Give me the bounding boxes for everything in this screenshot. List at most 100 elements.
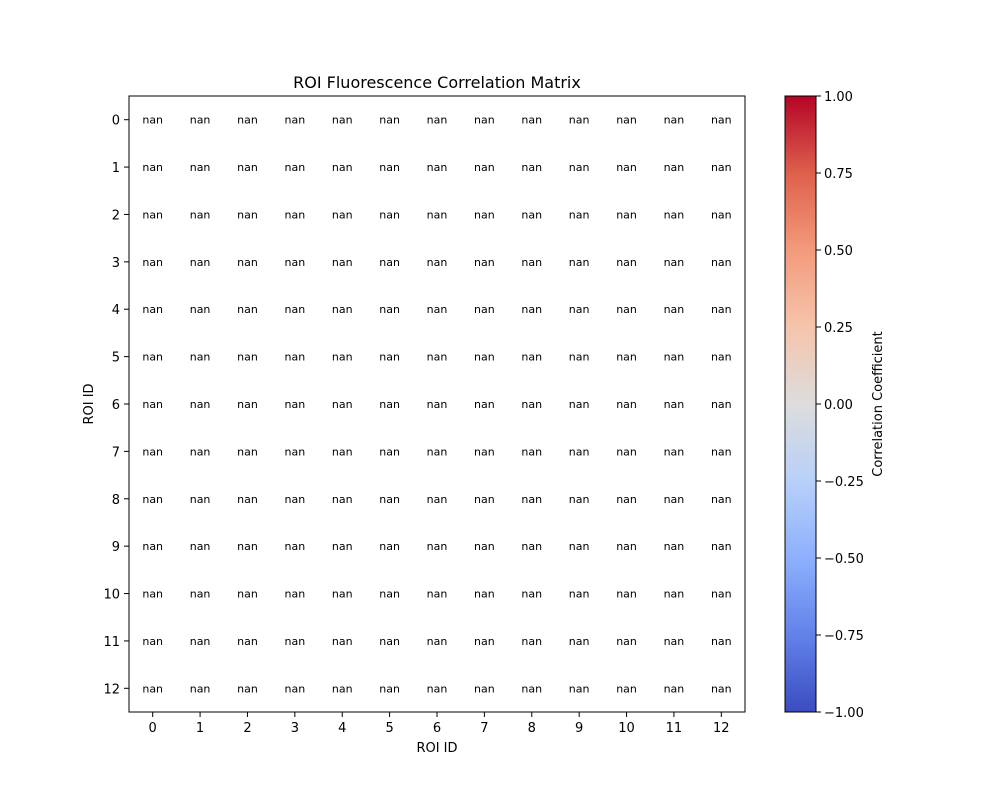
cell-value-label: nan bbox=[616, 208, 637, 221]
cell-value-label: nan bbox=[711, 540, 732, 553]
cell-value-label: nan bbox=[332, 398, 353, 411]
cell-value-label: nan bbox=[521, 256, 542, 269]
cell-value-label: nan bbox=[332, 256, 353, 269]
cell-value-label: nan bbox=[664, 351, 685, 364]
x-tick-label: 4 bbox=[338, 721, 346, 736]
cell-value-label: nan bbox=[711, 208, 732, 221]
x-tick-label: 10 bbox=[618, 721, 635, 736]
cell-value-label: nan bbox=[190, 540, 211, 553]
plot-area: nan nan nan nan nan nan nan nan nan nan nan nan nan n… bbox=[103, 95, 746, 736]
cell-value-label: nan bbox=[237, 114, 258, 127]
y-tick-label: 6 bbox=[112, 398, 120, 413]
y-tick-label: 2 bbox=[112, 208, 120, 223]
cell-value-label: nan bbox=[190, 303, 211, 316]
cell-value-label: nan bbox=[142, 588, 163, 601]
cell-value-label: nan bbox=[616, 161, 637, 174]
cell-value-label: nan bbox=[190, 256, 211, 269]
cell-value-label: nan bbox=[332, 493, 353, 506]
y-tick-label: 0 bbox=[112, 114, 120, 129]
cell-value-label: nan bbox=[569, 303, 590, 316]
cell-value-label: nan bbox=[190, 445, 211, 458]
x-tick-label: 7 bbox=[480, 721, 488, 736]
cell-value-label: nan bbox=[190, 493, 211, 506]
cell-value-label: nan bbox=[664, 161, 685, 174]
cell-value-label: nan bbox=[569, 256, 590, 269]
y-tick-label: 1 bbox=[112, 161, 120, 176]
cell-value-label: nan bbox=[427, 540, 448, 553]
y-tick-label: 10 bbox=[103, 588, 120, 603]
cell-value-label: nan bbox=[379, 540, 400, 553]
colorbar-gradient bbox=[784, 95, 817, 713]
cell-value-label: nan bbox=[285, 114, 306, 127]
cell-value-label: nan bbox=[142, 445, 163, 458]
cell-value-label: nan bbox=[474, 303, 495, 316]
cell-value-label: nan bbox=[142, 540, 163, 553]
cell-value-label: nan bbox=[521, 161, 542, 174]
cell-value-label: nan bbox=[616, 398, 637, 411]
cell-value-label: nan bbox=[237, 256, 258, 269]
y-tick-label: 5 bbox=[112, 351, 120, 366]
colorbar-tick-label: −0.75 bbox=[824, 629, 864, 644]
cell-value-label: nan bbox=[474, 208, 495, 221]
cell-value-label: nan bbox=[379, 445, 400, 458]
cell-value-label: nan bbox=[711, 161, 732, 174]
cell-value-label: nan bbox=[569, 682, 590, 695]
cell-value-label: nan bbox=[379, 256, 400, 269]
colorbar-tick-label: 1.00 bbox=[824, 90, 853, 105]
cell-value-label: nan bbox=[142, 114, 163, 127]
cell-value-label: nan bbox=[190, 588, 211, 601]
cell-value-label: nan bbox=[379, 303, 400, 316]
cell-value-label: nan bbox=[427, 635, 448, 648]
y-axis-label: ROI ID bbox=[82, 383, 97, 424]
cell-value-label: nan bbox=[474, 398, 495, 411]
cell-value-label: nan bbox=[664, 303, 685, 316]
cell-value-label: nan bbox=[332, 351, 353, 364]
cell-value-label: nan bbox=[427, 682, 448, 695]
cell-value-label: nan bbox=[190, 682, 211, 695]
cell-value-label: nan bbox=[190, 351, 211, 364]
cell-value-label: nan bbox=[521, 398, 542, 411]
cell-value-label: nan bbox=[521, 351, 542, 364]
chart-title: ROI Fluorescence Correlation Matrix bbox=[293, 73, 581, 92]
cell-value-label: nan bbox=[237, 398, 258, 411]
cell-value-label: nan bbox=[285, 208, 306, 221]
cell-value-label: nan bbox=[285, 256, 306, 269]
y-tick-label: 11 bbox=[103, 635, 120, 650]
cell-value-label: nan bbox=[379, 588, 400, 601]
cell-value-label: nan bbox=[474, 114, 495, 127]
x-tick-label: 9 bbox=[575, 721, 583, 736]
cell-value-label: nan bbox=[569, 208, 590, 221]
cell-value-label: nan bbox=[616, 256, 637, 269]
cell-value-label: nan bbox=[285, 635, 306, 648]
y-tick-label: 8 bbox=[112, 493, 120, 508]
cell-value-label: nan bbox=[711, 398, 732, 411]
cell-value-label: nan bbox=[379, 351, 400, 364]
cell-value-label: nan bbox=[664, 588, 685, 601]
x-tick-label: 2 bbox=[243, 721, 251, 736]
cell-value-label: nan bbox=[427, 445, 448, 458]
cell-value-label: nan bbox=[332, 588, 353, 601]
cell-value-label: nan bbox=[569, 398, 590, 411]
x-tick-label: 12 bbox=[713, 721, 730, 736]
cell-value-label: nan bbox=[427, 588, 448, 601]
cell-value-label: nan bbox=[711, 351, 732, 364]
x-tick-label: 8 bbox=[528, 721, 536, 736]
cell-value-label: nan bbox=[379, 114, 400, 127]
x-tick-label: 1 bbox=[196, 721, 204, 736]
cell-value-label: nan bbox=[474, 256, 495, 269]
cell-value-label: nan bbox=[711, 445, 732, 458]
cell-value-label: nan bbox=[142, 208, 163, 221]
cell-value-label: nan bbox=[142, 303, 163, 316]
cell-value-label: nan bbox=[664, 114, 685, 127]
cell-value-label: nan bbox=[664, 493, 685, 506]
cell-value-label: nan bbox=[664, 398, 685, 411]
cell-value-label: nan bbox=[379, 635, 400, 648]
cell-value-label: nan bbox=[379, 398, 400, 411]
cell-value-label: nan bbox=[332, 161, 353, 174]
cell-value-label: nan bbox=[237, 208, 258, 221]
cell-value-label: nan bbox=[285, 351, 306, 364]
cell-value-label: nan bbox=[664, 208, 685, 221]
colorbar-tick-label: 0.00 bbox=[824, 398, 853, 413]
cell-value-label: nan bbox=[285, 161, 306, 174]
